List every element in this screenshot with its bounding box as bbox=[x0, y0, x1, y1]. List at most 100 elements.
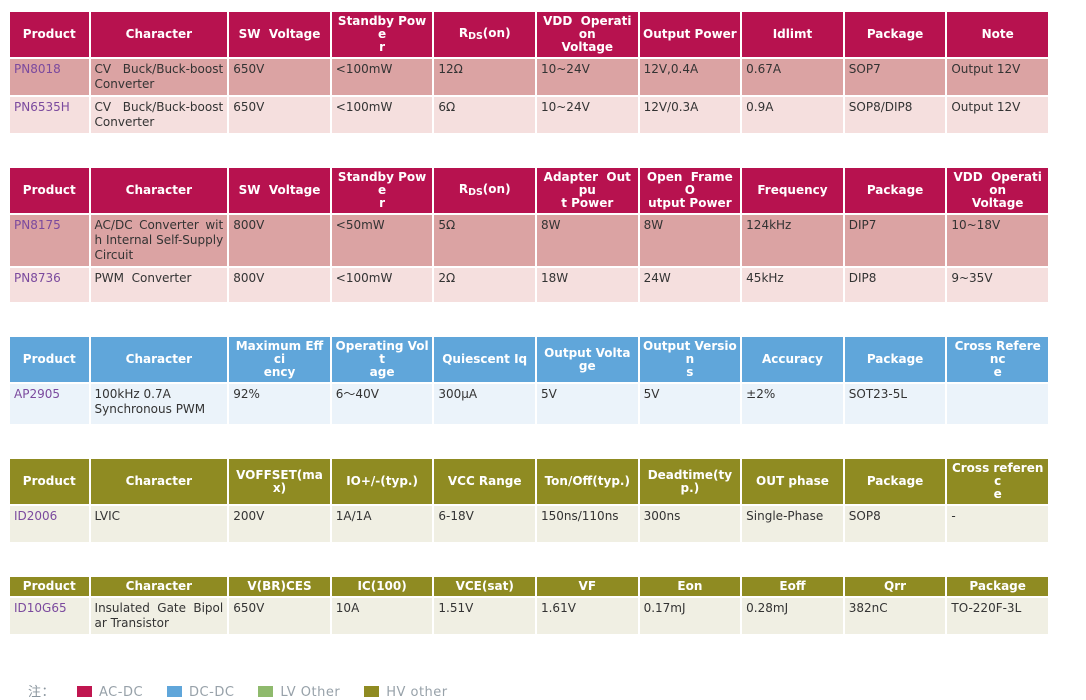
rds-text: R bbox=[458, 25, 469, 40]
column-header: Output Voltage bbox=[536, 337, 638, 382]
column-header: Eoff bbox=[742, 577, 843, 596]
value-cell: 1A/1A bbox=[331, 506, 433, 542]
header-row: Product Character Maximum Effci ency Operat… bbox=[10, 337, 1048, 382]
product-table-ac-dc: Product Character SW Voltage Standby Powe r… bbox=[8, 10, 1050, 135]
column-header: Product bbox=[10, 577, 89, 596]
rds-text: R bbox=[458, 181, 469, 196]
column-header: VOFFSET(max) bbox=[229, 459, 330, 504]
value-cell: 10A bbox=[331, 598, 433, 634]
value-cell: 5Ω bbox=[434, 215, 535, 266]
column-header: Product bbox=[10, 12, 89, 57]
value-cell: 10~18V bbox=[947, 215, 1048, 266]
product-link[interactable]: AP2905 bbox=[14, 387, 60, 401]
legend-label: DC-DC bbox=[189, 685, 235, 700]
value-cell bbox=[947, 384, 1048, 424]
legend-prefix: 注： bbox=[28, 685, 56, 700]
product-link[interactable]: ID2006 bbox=[14, 509, 58, 523]
column-header: Product bbox=[10, 168, 89, 213]
column-header: Idlimt bbox=[742, 12, 843, 57]
legend-label: AC-DC bbox=[99, 685, 144, 700]
rds-text: (on) bbox=[482, 181, 511, 196]
column-header: Quiescent Iq bbox=[434, 337, 535, 382]
rds-subscript: DS bbox=[468, 186, 483, 198]
value-cell: Output 12V bbox=[947, 97, 1048, 133]
value-cell: 6-18V bbox=[434, 506, 535, 542]
column-header: Product bbox=[10, 337, 89, 382]
column-header: VDD Operation Voltage bbox=[947, 168, 1048, 213]
column-header: Cross referenc e bbox=[947, 459, 1048, 504]
character-cell: Insulated Gate Bipolar Transistor bbox=[90, 598, 228, 634]
table-row: ID10G65 Insulated Gate Bipolar Transistor… bbox=[10, 598, 1048, 634]
value-cell: <100mW bbox=[331, 59, 433, 95]
product-link[interactable]: ID10G65 bbox=[14, 601, 67, 615]
column-header: Accuracy bbox=[742, 337, 843, 382]
table-row: ID2006 LVIC 200V 1A/1A 6-18V 150ns/110ns 300ns… bbox=[10, 506, 1048, 542]
column-header: RDS(on) bbox=[434, 12, 535, 57]
value-cell: 300ns bbox=[639, 506, 741, 542]
column-header: VF bbox=[536, 577, 638, 596]
value-cell: 1.61V bbox=[536, 598, 638, 634]
value-cell: 5V bbox=[536, 384, 638, 424]
value-cell: 6Ω bbox=[434, 97, 535, 133]
column-header: IC(100) bbox=[331, 577, 433, 596]
column-header: Cross Referenc e bbox=[947, 337, 1048, 382]
character-cell: PWM Converter bbox=[90, 268, 228, 302]
value-cell: 0.9A bbox=[742, 97, 843, 133]
value-cell: 10~24V bbox=[536, 59, 638, 95]
column-header: Package bbox=[947, 577, 1048, 596]
value-cell: Output 12V bbox=[947, 59, 1048, 95]
character-cell: 100kHz 0.7A Synchronous PWM bbox=[90, 384, 228, 424]
legend-label: LV Other bbox=[280, 685, 341, 700]
product-link[interactable]: PN8175 bbox=[14, 218, 61, 232]
value-cell: <100mW bbox=[331, 97, 433, 133]
value-cell: 1.51V bbox=[434, 598, 535, 634]
value-cell: 0.17mJ bbox=[639, 598, 741, 634]
column-header: IO+/-(typ.) bbox=[331, 459, 433, 504]
value-cell: 650V bbox=[229, 97, 330, 133]
table-row: AP2905 100kHz 0.7A Synchronous PWM 92% 6～40… bbox=[10, 384, 1048, 424]
value-cell: 124kHz bbox=[742, 215, 843, 266]
value-cell: 18W bbox=[536, 268, 638, 302]
product-link[interactable]: PN8736 bbox=[14, 271, 61, 285]
value-cell: 300µA bbox=[434, 384, 535, 424]
header-row: Product Character VOFFSET(max) IO+/-(typ.) V… bbox=[10, 459, 1048, 504]
value-cell: 2Ω bbox=[434, 268, 535, 302]
legend-item: DC-DC bbox=[167, 685, 234, 700]
value-cell: 650V bbox=[229, 59, 330, 95]
column-header: Product bbox=[10, 459, 89, 504]
value-cell: 10~24V bbox=[536, 97, 638, 133]
value-cell: SOP7 bbox=[844, 59, 946, 95]
table-row: PN8175 AC/DC Converter with Internal Self… bbox=[10, 215, 1048, 266]
value-cell: 24W bbox=[639, 268, 741, 302]
legend: 注： AC-DC DC-DC LV Other HV other bbox=[28, 681, 1086, 700]
character-cell: LVIC bbox=[90, 506, 228, 542]
column-header: Package bbox=[844, 459, 946, 504]
column-header: Character bbox=[90, 459, 228, 504]
column-header: VCC Range bbox=[434, 459, 535, 504]
legend-swatch-dc-dc bbox=[167, 686, 183, 697]
product-cell: PN8175 bbox=[10, 215, 89, 266]
column-header: SW Voltage bbox=[229, 12, 330, 57]
value-cell: 9~35V bbox=[947, 268, 1048, 302]
product-table-dc-dc: Product Character Maximum Effci ency Operat… bbox=[8, 335, 1050, 426]
value-cell: 150ns/110ns bbox=[536, 506, 638, 542]
rds-subscript: DS bbox=[468, 30, 483, 42]
character-cell: CV Buck/Buck-boost Converter bbox=[90, 59, 228, 95]
legend-label: HV other bbox=[386, 685, 448, 700]
header-row: Product Character V(BR)CES IC(100) VCE(sat) V… bbox=[10, 577, 1048, 596]
product-link[interactable]: PN6535H bbox=[14, 100, 70, 114]
value-cell: 5V bbox=[639, 384, 741, 424]
value-cell: 45kHz bbox=[742, 268, 843, 302]
table-row: PN8018 CV Buck/Buck-boost Converter 650V <1… bbox=[10, 59, 1048, 95]
column-header: Adapter Outpu t Power bbox=[536, 168, 638, 213]
legend-items: AC-DC DC-DC LV Other HV other bbox=[77, 685, 472, 700]
product-link[interactable]: PN8018 bbox=[14, 62, 61, 76]
legend-swatch-hv-other bbox=[364, 686, 380, 697]
column-header: Character bbox=[90, 12, 228, 57]
column-header: Package bbox=[844, 337, 946, 382]
legend-item: HV other bbox=[364, 685, 447, 700]
column-header: Ton/Off(typ.) bbox=[536, 459, 638, 504]
value-cell: DIP8 bbox=[844, 268, 946, 302]
value-cell: TO-220F-3L bbox=[947, 598, 1048, 634]
table-row: PN8736 PWM Converter 800V <100mW 2Ω 18W 24W 45k… bbox=[10, 268, 1048, 302]
